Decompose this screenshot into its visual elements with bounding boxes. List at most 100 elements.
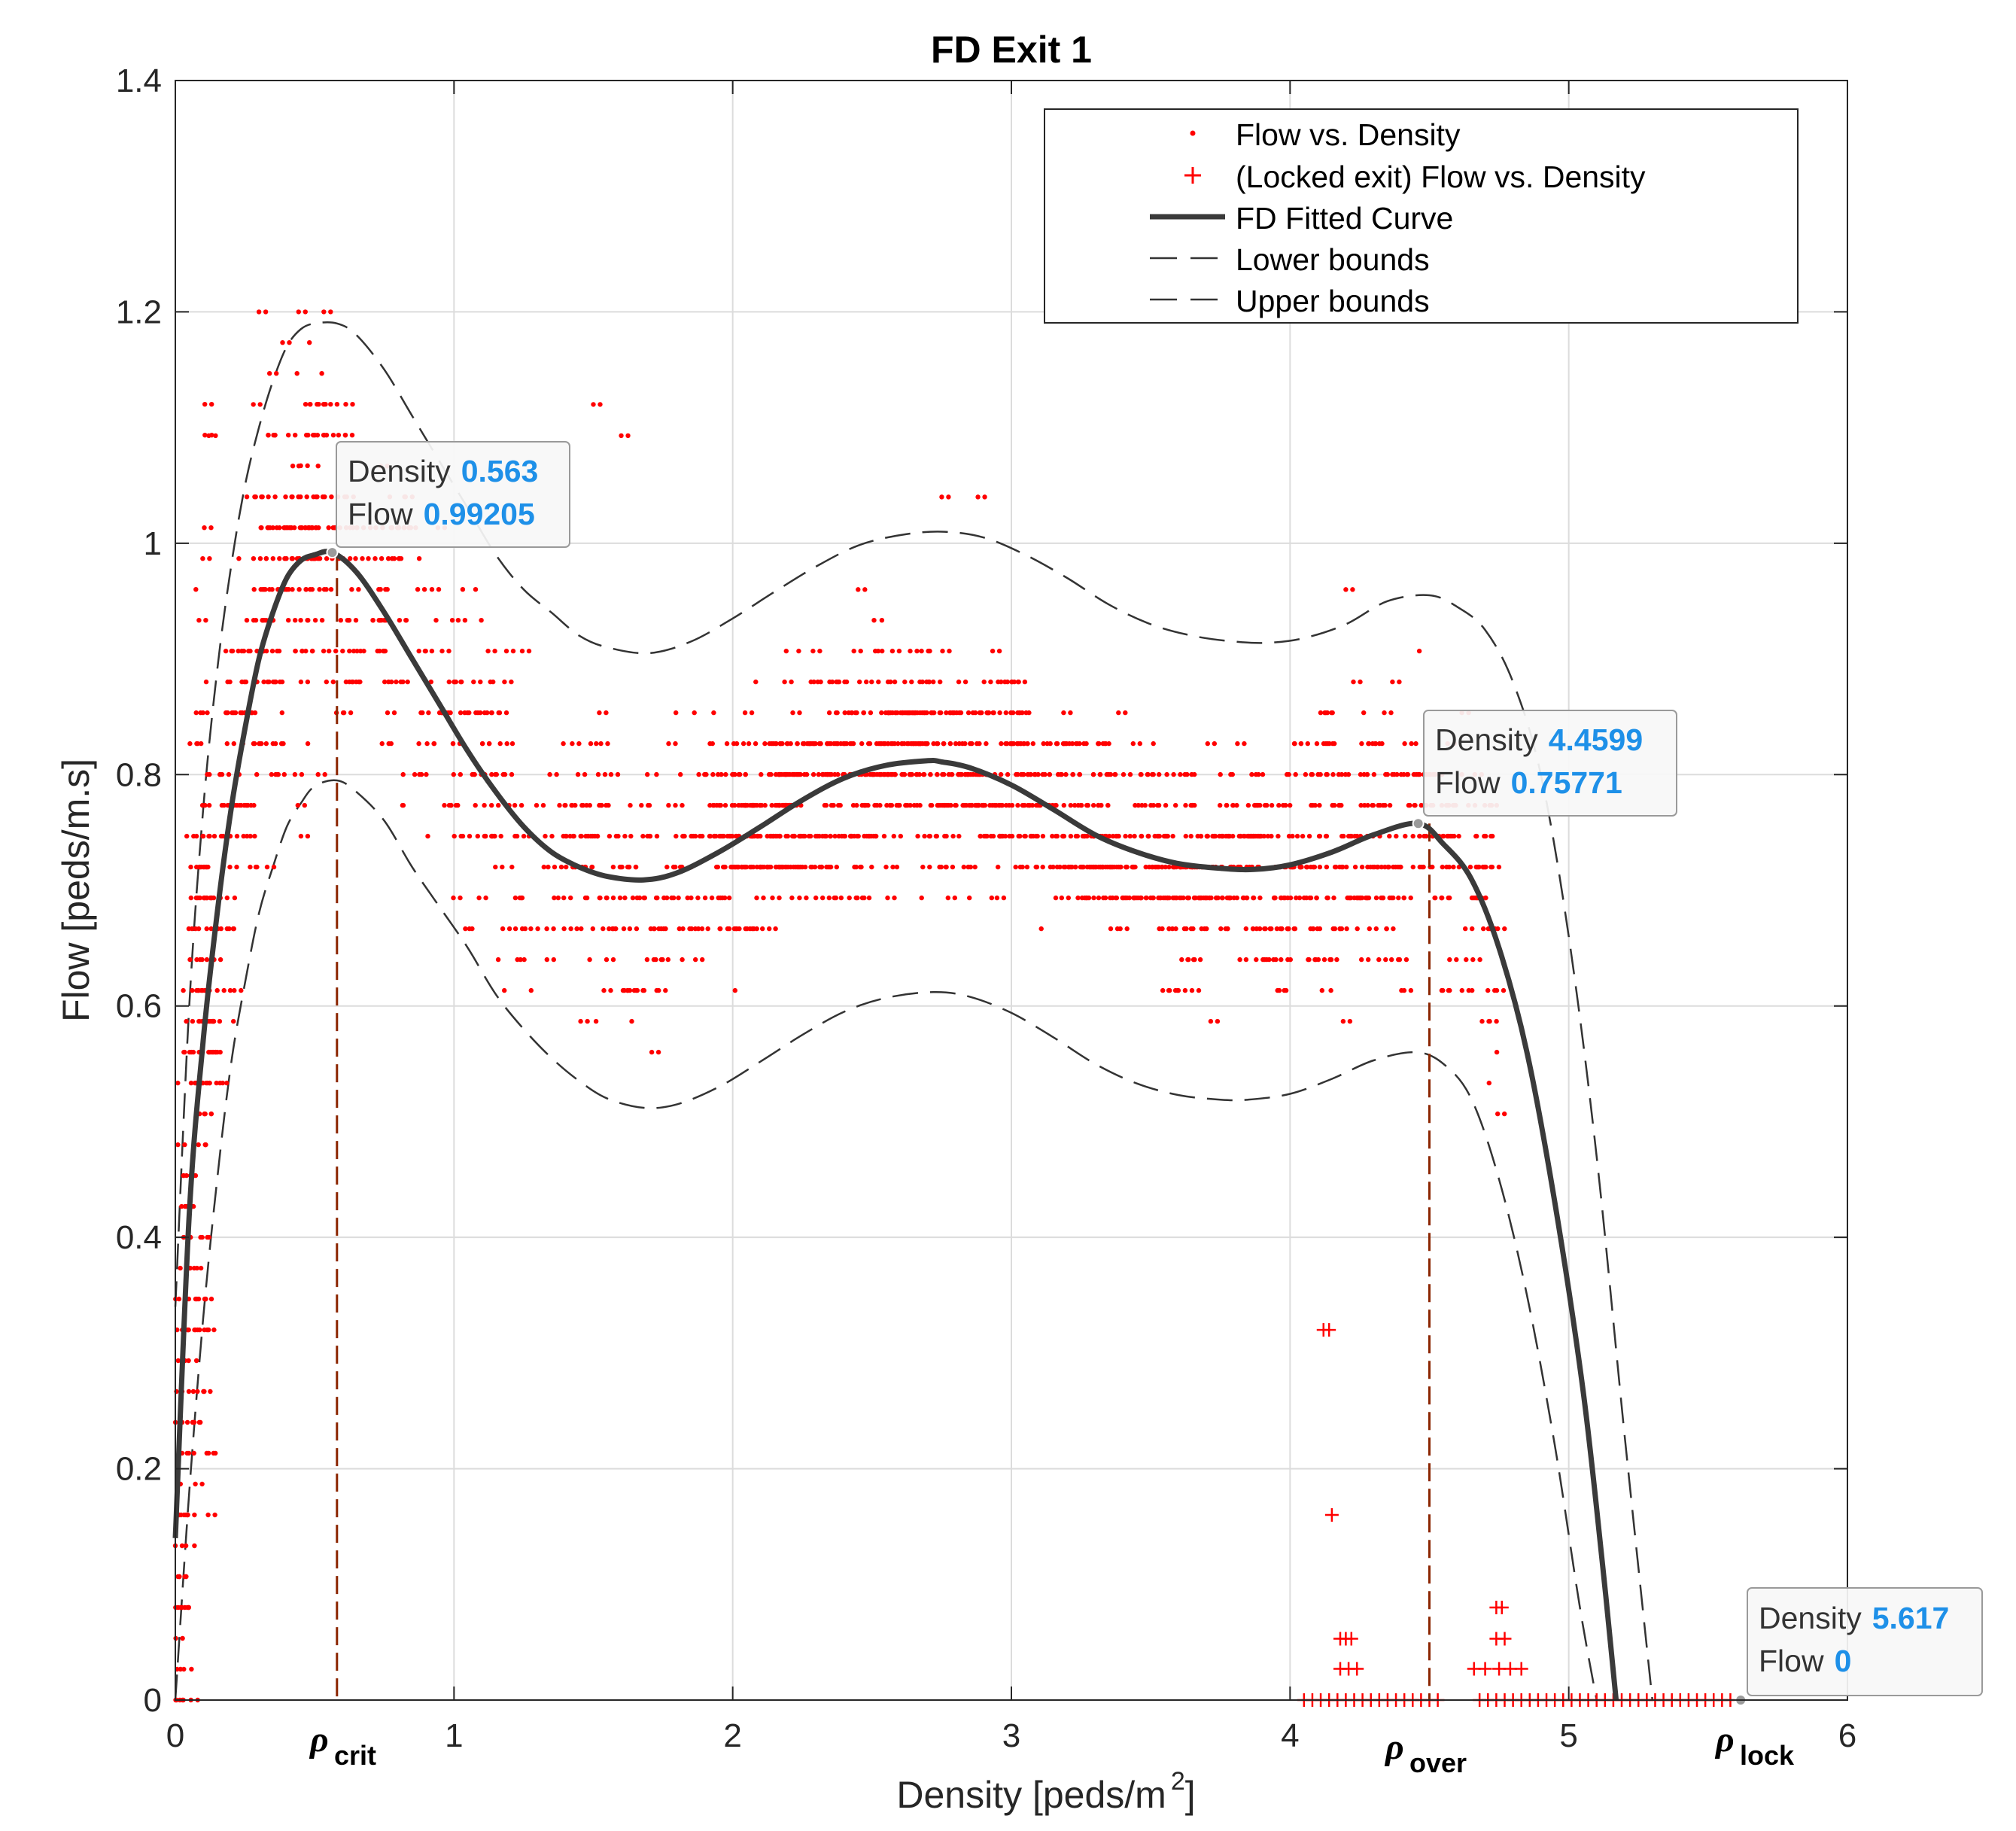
scatter-point — [382, 648, 387, 654]
scatter-point — [1143, 864, 1148, 870]
scatter-point — [1358, 802, 1364, 808]
scatter-point — [1070, 771, 1075, 777]
scatter-point — [181, 987, 186, 993]
scatter-point — [453, 802, 459, 808]
scatter-point — [962, 771, 968, 777]
scatter-point — [1361, 710, 1367, 716]
scatter-point — [1263, 926, 1268, 932]
scatter-point — [349, 679, 355, 685]
datatip-lock-box — [1747, 1587, 1983, 1696]
scatter-point — [186, 1358, 191, 1364]
scatter-point — [836, 833, 841, 839]
scatter-point — [190, 987, 195, 993]
scatter-point — [953, 802, 959, 808]
rho-lock-symbol: ρ — [1714, 1720, 1735, 1760]
scatter-point — [1254, 957, 1259, 963]
scatter-point — [677, 926, 682, 932]
scatter-point — [883, 864, 889, 870]
scatter-point — [1107, 833, 1112, 839]
scatter-point — [827, 864, 833, 870]
scatter-point — [665, 957, 670, 963]
scatter-point — [593, 1018, 599, 1024]
scatter-point — [1243, 957, 1249, 963]
scatter-point — [184, 1419, 190, 1425]
scatter-point — [535, 926, 540, 932]
scatter-point — [186, 1450, 192, 1456]
scatter-point — [289, 494, 294, 500]
scatter-point — [893, 710, 899, 716]
scatter-point — [322, 494, 327, 500]
scatter-point — [1384, 926, 1389, 932]
locked-point — [1350, 1662, 1364, 1676]
scatter-point — [582, 771, 588, 777]
locked-point — [1478, 1662, 1492, 1676]
scatter-point — [1055, 771, 1061, 777]
scatter-point — [1072, 802, 1078, 808]
scatter-point — [1291, 741, 1297, 747]
scatter-point — [1192, 771, 1197, 777]
scatter-point — [1464, 957, 1469, 963]
scatter-point — [867, 741, 873, 747]
scatter-point — [1188, 833, 1193, 839]
scatter-point — [1214, 895, 1219, 901]
scatter-point — [1183, 802, 1188, 808]
scatter-point — [416, 556, 422, 561]
scatter-point — [707, 802, 713, 808]
scatter-point — [244, 494, 250, 500]
scatter-point — [1303, 895, 1309, 901]
axis-ticks: 0 1 2 3 4 5 6 0 0.2 0.4 0.6 0.8 1 1.2 1.4 — [116, 62, 1856, 1754]
scatter-point — [1470, 957, 1476, 963]
scatter-point — [810, 648, 816, 654]
scatter-point — [859, 864, 864, 870]
scatter-point — [940, 648, 945, 654]
scatter-point — [261, 679, 266, 685]
rho-over-label: ρ over — [1384, 1727, 1467, 1778]
marker-point-over — [1412, 817, 1425, 830]
scatter-point — [552, 864, 558, 870]
scatter-point — [315, 494, 320, 500]
scatter-point — [1189, 987, 1195, 993]
scatter-point — [732, 987, 737, 993]
scatter-point — [743, 771, 748, 777]
scatter-point — [820, 771, 826, 777]
scatter-point — [181, 1666, 187, 1672]
scatter-point — [892, 771, 898, 777]
scatter-point — [403, 618, 409, 623]
scatter-point — [303, 309, 308, 315]
scatter-point — [1073, 864, 1078, 870]
scatter-point — [1294, 895, 1299, 901]
scatter-point — [200, 833, 205, 839]
scatter-point — [842, 741, 848, 747]
scatter-point — [579, 926, 584, 932]
scatter-point — [415, 587, 421, 592]
legend-dot-icon — [1190, 130, 1196, 136]
scatter-point — [1159, 864, 1165, 870]
scatter-point — [851, 648, 856, 654]
scatter-point — [296, 587, 302, 592]
scatter-point — [869, 864, 874, 870]
scatter-point — [206, 433, 211, 439]
scatter-point — [254, 864, 260, 870]
scatter-point — [231, 926, 236, 932]
scatter-point — [574, 926, 579, 932]
scatter-point — [296, 309, 301, 315]
scatter-point — [261, 618, 267, 623]
scatter-point — [598, 895, 603, 901]
scatter-point — [271, 433, 276, 438]
scatter-point — [1486, 1080, 1492, 1086]
scatter-point — [1348, 895, 1354, 901]
scatter-point — [1324, 771, 1330, 777]
marker-point-crit — [326, 546, 339, 559]
scatter-point — [619, 864, 625, 870]
scatter-point — [426, 710, 431, 716]
scatter-point — [658, 957, 664, 963]
scatter-point — [176, 1296, 182, 1302]
datatip-lock-val1: 5.617 — [1872, 1601, 1950, 1635]
scatter-point — [1339, 864, 1345, 870]
scatter-point — [270, 741, 275, 747]
scatter-point — [1315, 926, 1320, 932]
scatter-point — [602, 771, 608, 777]
scatter-point — [1068, 710, 1073, 716]
scatter-point — [1241, 833, 1247, 839]
scatter-point — [850, 710, 855, 716]
